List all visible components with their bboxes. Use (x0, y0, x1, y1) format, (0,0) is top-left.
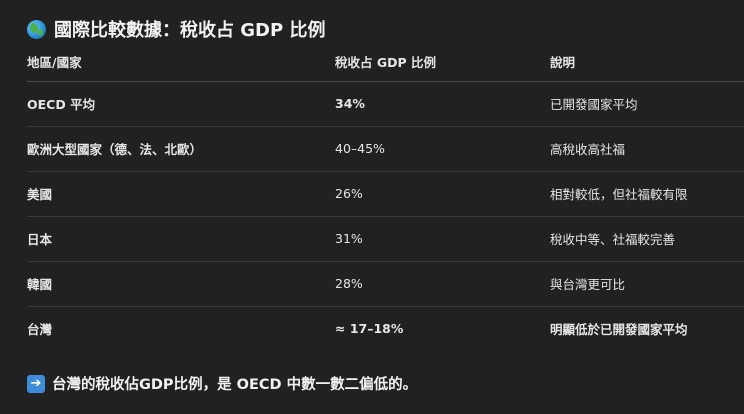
comparison-table: 地區/國家 稅收占 GDP 比例 說明 OECD 平均 34% 已開發國家平均 … (27, 43, 744, 351)
cell-note: 與台灣更可比 (550, 261, 744, 307)
table-row: 韓國 28% 與台灣更可比 (27, 261, 744, 307)
cell-ratio: 34% (335, 81, 550, 127)
cell-note: 明顯低於已開發國家平均 (550, 322, 688, 338)
header-region: 地區/國家 (27, 43, 335, 82)
table-row: OECD 平均 34% 已開發國家平均 (27, 81, 744, 127)
cell-region: 美國 (27, 171, 335, 217)
cell-ratio: 26% (335, 171, 550, 217)
table-row: 美國 26% 相對較低，但社福較有限 (27, 171, 744, 217)
right-arrow-icon: ➔ (27, 374, 45, 393)
cell-note: 已開發國家平均 (550, 81, 744, 127)
cell-note: 高稅收高社福 (550, 126, 744, 172)
cell-note: 稅收中等、社福較完善 (550, 216, 744, 262)
cell-ratio: 40–45% (335, 126, 550, 172)
section-heading-text: 國際比較數據：稅收占 GDP 比例 (54, 20, 326, 41)
globe-icon (27, 19, 46, 39)
table-row: 日本 31% 稅收中等、社福較完善 (27, 216, 744, 262)
conclusion-text: 台灣的稅收佔GDP比例，是 OECD 中數一數二偏低的。 (52, 377, 418, 393)
table-header-row: 地區/國家 稅收占 GDP 比例 說明 (27, 43, 744, 82)
cell-region: OECD 平均 (27, 81, 335, 127)
cell-region: 台灣 (27, 322, 53, 338)
cell-region: 歐洲大型國家（德、法、北歐） (27, 126, 335, 172)
cell-ratio: 31% (335, 216, 550, 262)
table-row: 台灣 ≈ 17–18% 明顯低於已開發國家平均 (27, 306, 744, 351)
cell-region: 韓國 (27, 261, 335, 307)
cell-note: 相對較低，但社福較有限 (550, 171, 744, 217)
conclusion-line: ➔ 台灣的稅收佔GDP比例，是 OECD 中數一數二偏低的。 (27, 373, 417, 394)
header-note: 說明 (550, 43, 744, 82)
cell-ratio: 28% (335, 261, 550, 307)
cell-region: 日本 (27, 216, 335, 262)
header-ratio: 稅收占 GDP 比例 (335, 43, 550, 82)
cell-ratio: ≈ 17–18% (335, 321, 404, 337)
table-row: 歐洲大型國家（德、法、北歐） 40–45% 高稅收高社福 (27, 126, 744, 172)
section-heading: 國際比較數據：稅收占 GDP 比例 (27, 16, 325, 42)
